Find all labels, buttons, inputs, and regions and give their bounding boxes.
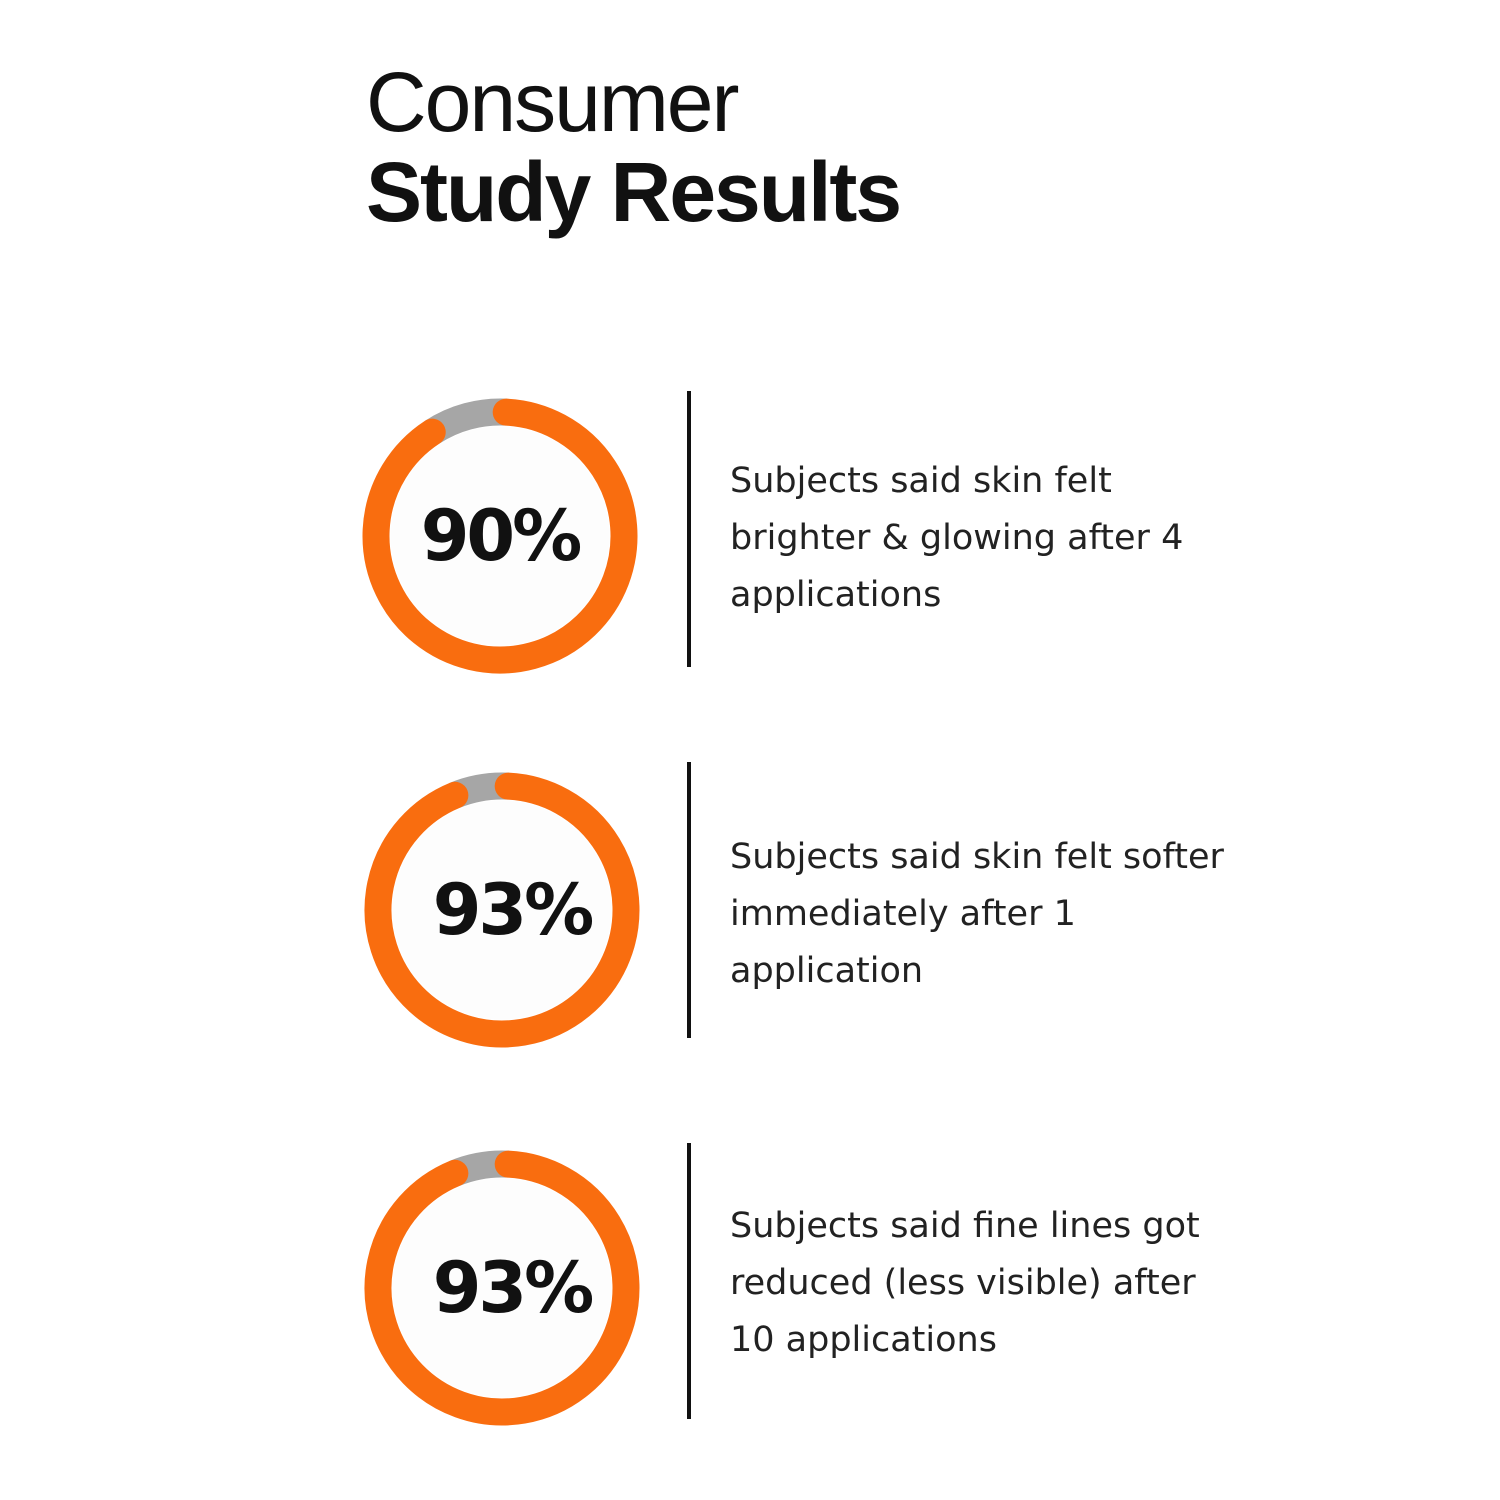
donut-value-segment (364, 772, 640, 1048)
donut-value-segment (362, 398, 638, 674)
stat-block: 93% Subjects said fine lines got reduced… (0, 1143, 1500, 1433)
stat-block: 90% Subjects said skin felt brighter & g… (0, 391, 1500, 681)
donut-center (390, 426, 610, 646)
donut-chart (364, 1150, 640, 1426)
percent-label: 93% (432, 1247, 595, 1329)
divider (687, 762, 691, 1038)
divider (687, 1143, 691, 1419)
stat-description: Subjects said fine lines got reduced (le… (730, 1206, 1200, 1360)
donut-value-segment (364, 1150, 640, 1426)
title-line-2: Study Results (366, 145, 902, 239)
stat-block: 93% Subjects said skin felt softer immed… (0, 762, 1500, 1055)
stat-description: Subjects said skin felt brighter & glowi… (730, 461, 1184, 615)
title-line-1: Consumer (366, 55, 739, 149)
donut-chart (364, 772, 640, 1048)
divider (687, 391, 691, 667)
percent-label: 90% (420, 495, 583, 577)
stat-description: Subjects said skin felt softer immediate… (730, 837, 1224, 991)
percent-label: 93% (432, 869, 595, 951)
donut-chart (362, 398, 638, 674)
donut-center (392, 800, 612, 1020)
donut-center (392, 1178, 612, 1398)
